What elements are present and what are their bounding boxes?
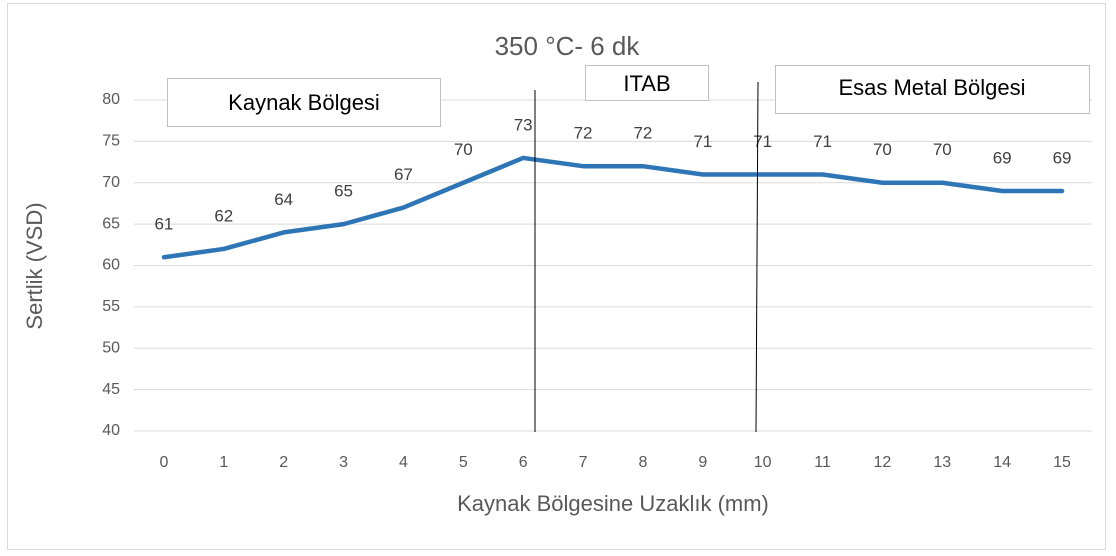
y-tick-label: 65 bbox=[102, 215, 120, 232]
y-tick-label: 50 bbox=[102, 339, 120, 356]
annotation-box bbox=[167, 78, 441, 127]
y-tick-label: 75 bbox=[102, 133, 120, 150]
data-label: 70 bbox=[873, 140, 892, 159]
x-axis-label: Kaynak Bölgesine Uzaklık (mm) bbox=[457, 491, 769, 516]
data-label: 72 bbox=[633, 124, 652, 143]
annotation-box bbox=[585, 65, 709, 101]
x-tick-label: 8 bbox=[638, 454, 647, 471]
x-tick-label: 2 bbox=[279, 454, 288, 471]
data-label: 71 bbox=[753, 132, 772, 151]
x-tick-label: 3 bbox=[339, 454, 348, 471]
x-tick-label: 15 bbox=[1053, 454, 1071, 471]
chart-title: 350 °C- 6 dk bbox=[495, 31, 641, 61]
annotation: ITAB bbox=[623, 71, 670, 96]
data-label: 70 bbox=[933, 140, 952, 159]
x-tick-label: 10 bbox=[754, 454, 772, 471]
data-label: 73 bbox=[514, 115, 533, 134]
y-tick-label: 40 bbox=[102, 422, 120, 439]
y-tick-label: 80 bbox=[102, 91, 120, 108]
x-tick-label: 5 bbox=[459, 454, 468, 471]
data-label: 71 bbox=[693, 132, 712, 151]
x-tick-label: 7 bbox=[579, 454, 588, 471]
y-axis-label: Sertlik (VSD) bbox=[22, 202, 47, 329]
data-label: 71 bbox=[813, 132, 832, 151]
x-tick-label: 11 bbox=[814, 454, 831, 471]
x-tick-label: 12 bbox=[874, 454, 892, 471]
annotation-box bbox=[775, 65, 1090, 114]
data-label: 64 bbox=[274, 190, 293, 209]
data-label: 61 bbox=[154, 215, 173, 234]
x-tick-label: 4 bbox=[399, 454, 408, 471]
data-label: 65 bbox=[334, 182, 353, 201]
y-tick-label: 70 bbox=[102, 174, 120, 191]
data-label: 70 bbox=[454, 140, 473, 159]
data-label: 69 bbox=[993, 149, 1012, 168]
x-tick-label: 13 bbox=[933, 454, 951, 471]
x-tick-label: 0 bbox=[159, 454, 168, 471]
boundary-line bbox=[755, 81, 759, 433]
y-tick-label: 45 bbox=[102, 381, 120, 398]
data-label: 69 bbox=[1053, 149, 1072, 168]
y-tick-label: 60 bbox=[102, 257, 120, 274]
y-tick-label: 55 bbox=[102, 298, 120, 315]
data-line bbox=[161, 155, 1065, 260]
data-label: 67 bbox=[394, 165, 413, 184]
annotation: Esas Metal Bölgesi bbox=[838, 75, 1025, 100]
x-tick-label: 1 bbox=[219, 454, 228, 471]
annotation: Kaynak Bölgesi bbox=[228, 90, 380, 115]
data-label: 72 bbox=[574, 124, 593, 143]
x-tick-label: 9 bbox=[698, 454, 707, 471]
x-tick-label: 14 bbox=[993, 454, 1011, 471]
data-label: 62 bbox=[214, 206, 233, 225]
x-tick-label: 6 bbox=[519, 454, 528, 471]
